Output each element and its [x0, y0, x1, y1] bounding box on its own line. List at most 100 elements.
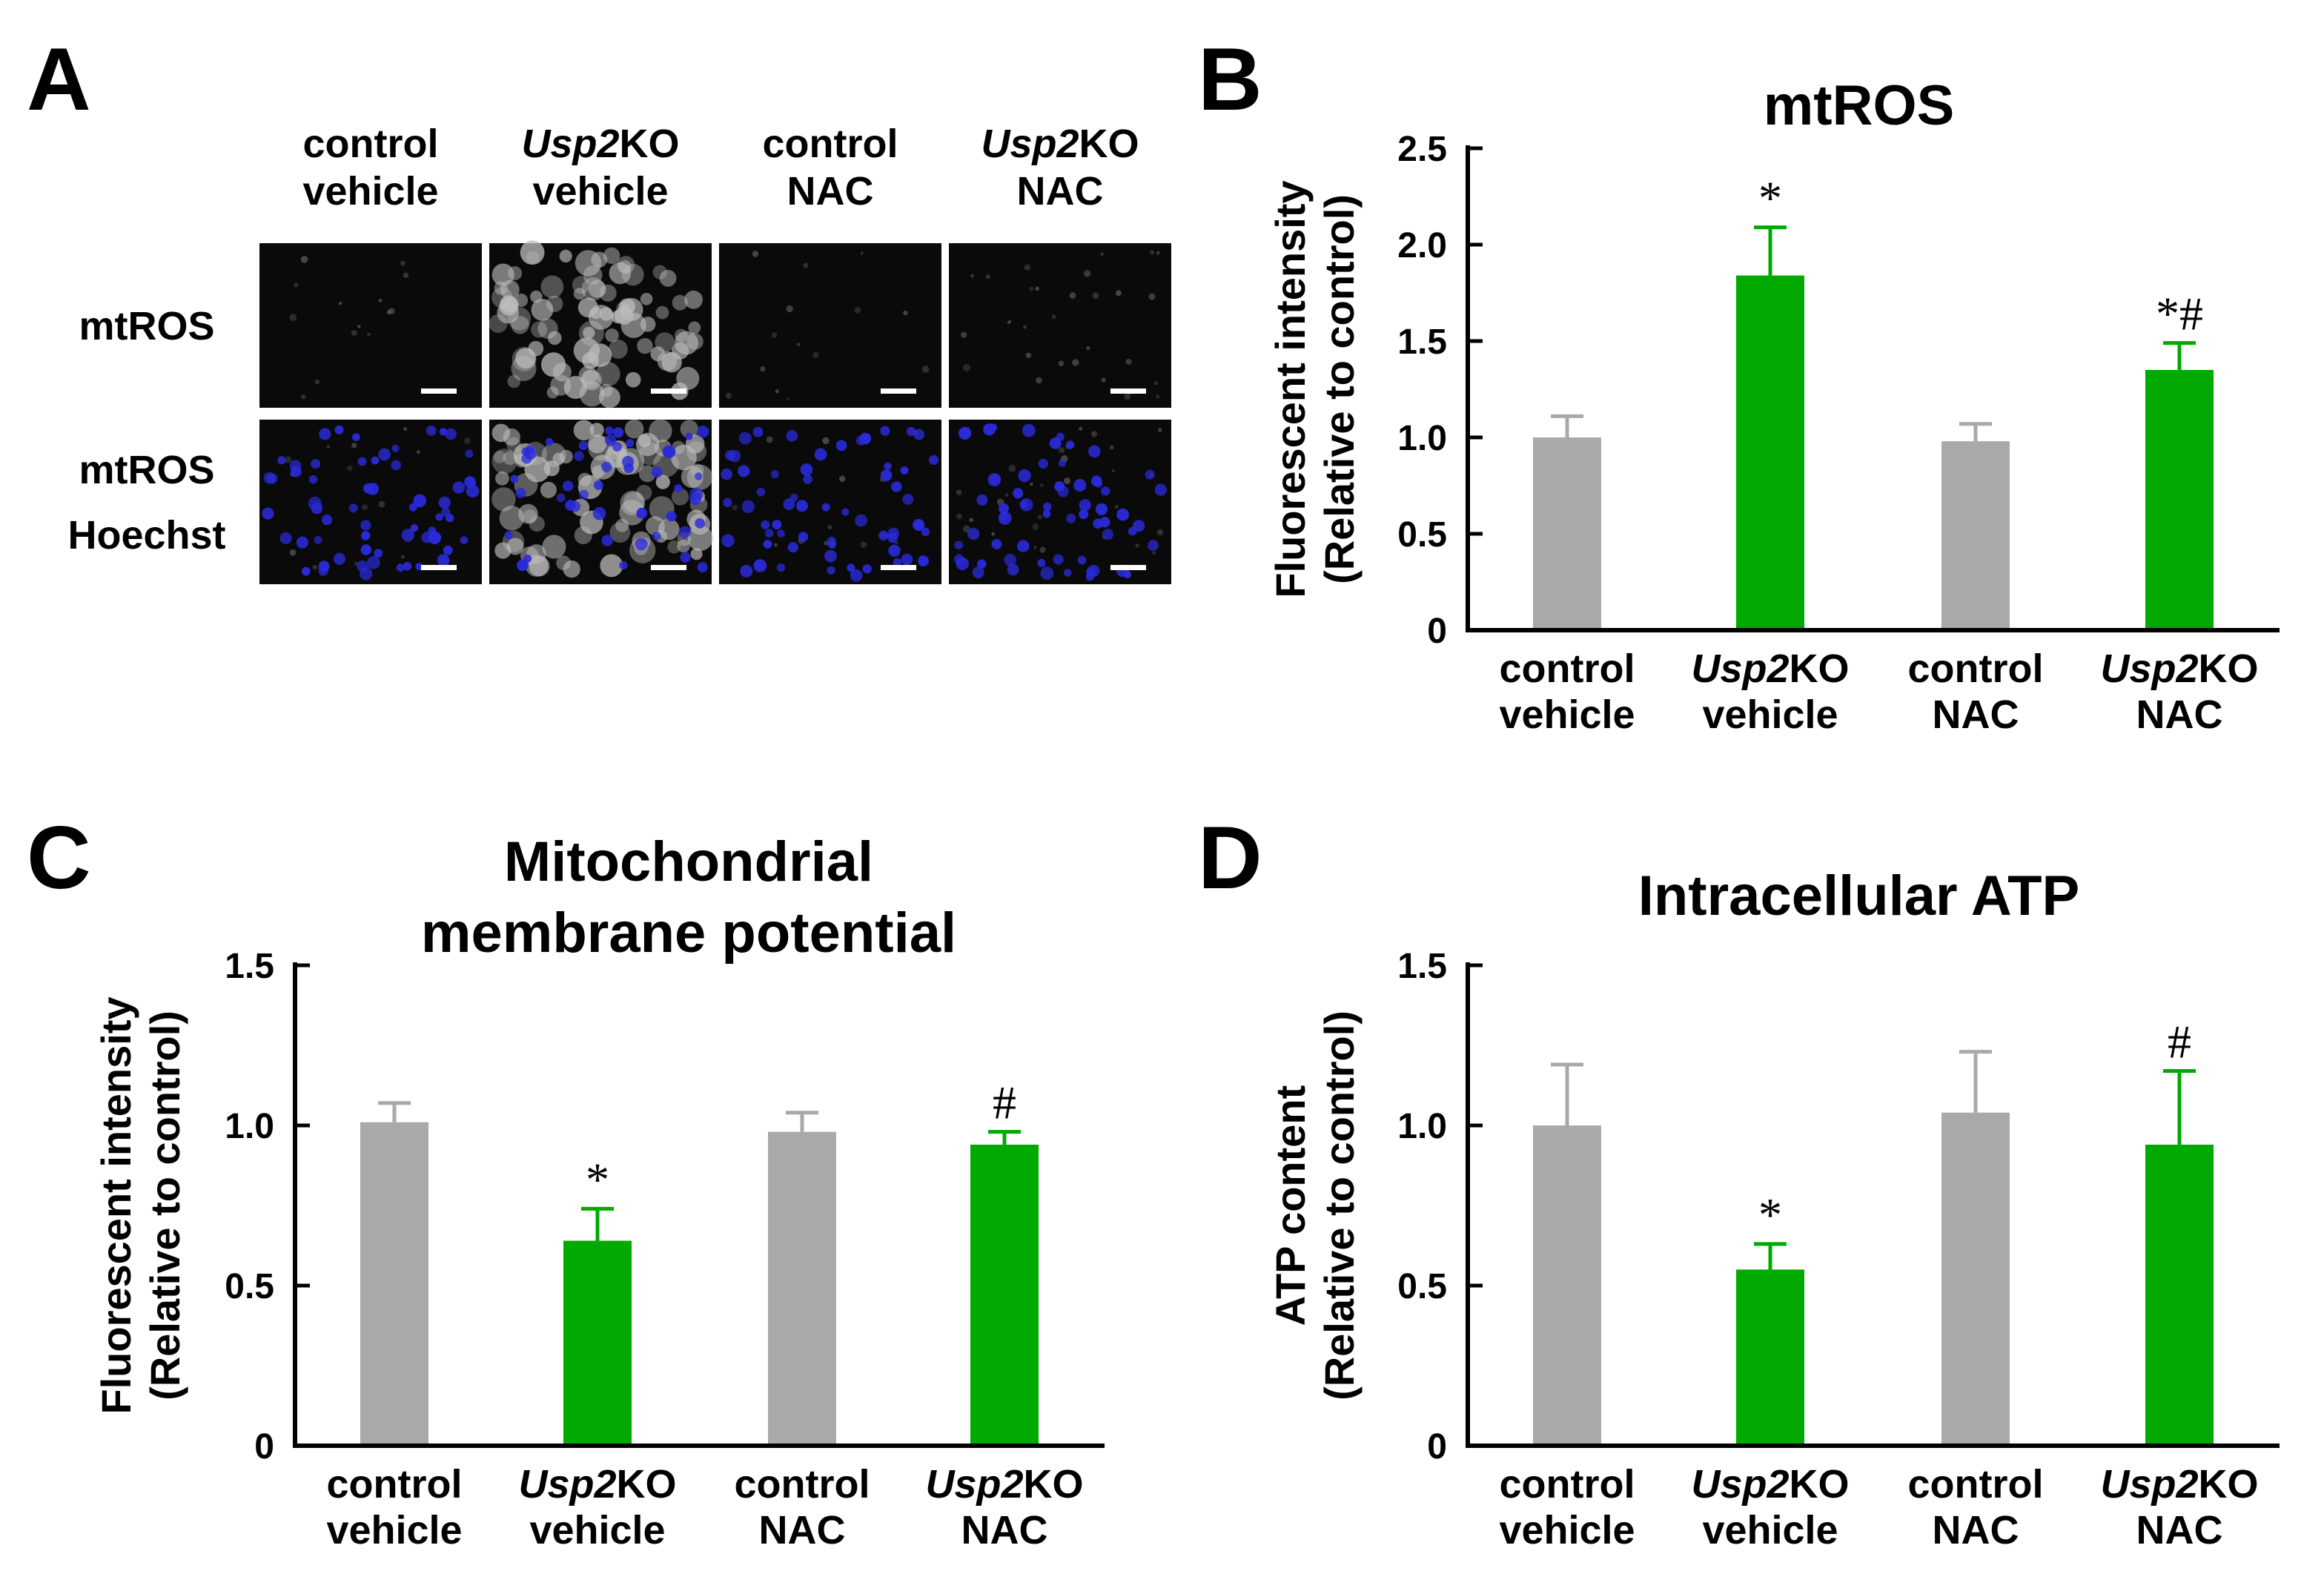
panel-letter-d: D: [1198, 808, 1262, 907]
nucleus: [605, 426, 614, 435]
cell-signal: [289, 314, 297, 321]
cell-signal: [314, 379, 320, 385]
nucleus: [906, 426, 916, 437]
nucleus: [901, 553, 913, 566]
nucleus: [1094, 479, 1103, 488]
nucleus: [902, 494, 914, 505]
category-label-line2: vehicle: [529, 1508, 665, 1552]
cell-signal: [624, 419, 644, 439]
nucleus: [357, 457, 367, 466]
category-label-line2: vehicle: [326, 1508, 462, 1552]
panel-a-microscopy: controlvehicleUsp2KOvehiclecontrolNACUsp…: [67, 122, 1171, 584]
bar-2: [1736, 275, 1804, 630]
cell-signal: [463, 437, 471, 444]
category-label-line1: Usp2KO: [2100, 646, 2258, 691]
micro-tile-bg: [259, 243, 482, 408]
cell-signal: [592, 465, 605, 478]
cell-signal: [1004, 493, 1009, 497]
micro-column-headers: controlvehicleUsp2KOvehiclecontrolNACUsp…: [302, 122, 1139, 214]
cell-signal: [827, 525, 832, 529]
nucleus: [972, 566, 984, 579]
cell-signal: [416, 450, 420, 454]
nucleus: [798, 532, 809, 542]
cell-signal: [760, 366, 766, 372]
cell-signal: [503, 451, 517, 466]
cell-signal: [956, 513, 962, 520]
y-tick-label: 1.0: [225, 1107, 274, 1146]
cell-signal: [1036, 377, 1042, 384]
cell-signal: [300, 256, 308, 263]
micro-row-label-mtros-2: mtROS: [79, 448, 214, 492]
nucleus: [921, 527, 930, 537]
cell-signal: [1155, 394, 1160, 399]
micro-tiles: [259, 240, 1171, 584]
cell-signal: [540, 481, 557, 498]
nucleus: [569, 500, 581, 512]
nucleus: [592, 506, 606, 520]
significance-marker: #: [2168, 1016, 2191, 1068]
cell-signal: [559, 449, 573, 464]
cell-signal: [1039, 546, 1046, 553]
nucleus: [761, 520, 770, 529]
nucleus: [824, 549, 837, 563]
nucleus: [1017, 540, 1030, 552]
nucleus: [1013, 488, 1024, 499]
nucleus: [697, 562, 708, 572]
cell-signal: [1072, 359, 1079, 366]
cell-signal: [503, 428, 520, 446]
cell-signal: [636, 484, 652, 501]
nucleus: [850, 569, 863, 582]
cell-signal: [357, 325, 361, 328]
cell-signal: [599, 386, 620, 409]
category-label-line2: vehicle: [1499, 1508, 1635, 1552]
cell-signal: [362, 504, 368, 510]
cell-signal: [1037, 515, 1043, 520]
category-label-line2: NAC: [759, 1508, 846, 1552]
cell-signal: [400, 555, 405, 559]
cell-signal: [378, 298, 383, 302]
cell-signal: [839, 475, 846, 483]
nucleus: [428, 531, 442, 545]
nucleus: [651, 466, 663, 478]
nucleus: [613, 427, 624, 438]
nucleus: [579, 489, 589, 500]
significance-marker: *: [586, 1153, 609, 1206]
nucleus: [371, 456, 380, 465]
nucleus: [319, 428, 331, 440]
cell-signal: [1023, 325, 1027, 329]
cell-signal: [638, 465, 656, 483]
nucleus: [878, 530, 889, 540]
nucleus: [593, 480, 603, 490]
cell-signal: [687, 525, 713, 551]
bar-1: [360, 1122, 428, 1446]
cell-signal: [860, 251, 864, 255]
nucleus: [959, 426, 972, 440]
nucleus: [827, 536, 836, 546]
nucleus: [524, 447, 537, 460]
nucleus: [396, 563, 405, 572]
micro-col-header-line1: Usp2KO: [521, 122, 679, 166]
nucleus: [437, 554, 450, 566]
cell-signal: [625, 371, 641, 388]
nucleus: [999, 512, 1008, 520]
cell-signal: [300, 394, 306, 400]
cell-signal: [574, 526, 592, 545]
cell-signal: [969, 517, 973, 523]
category-label-line2: vehicle: [1702, 1508, 1838, 1552]
nucleus: [928, 454, 939, 466]
nucleus: [680, 552, 691, 563]
chart-title: Mitochondrial: [504, 830, 873, 893]
cell-signal: [499, 506, 524, 531]
nucleus: [800, 463, 813, 476]
y-tick-label: 0: [1427, 1427, 1447, 1466]
cell-signal: [542, 535, 566, 559]
bar-1: [1533, 1125, 1601, 1446]
nucleus: [738, 465, 750, 477]
cell-signal: [378, 500, 385, 508]
cell-signal: [588, 280, 606, 298]
nucleus: [263, 472, 276, 484]
nucleus: [1007, 563, 1019, 576]
micro-col-header-line2: NAC: [1017, 169, 1104, 214]
nucleus: [880, 469, 893, 481]
